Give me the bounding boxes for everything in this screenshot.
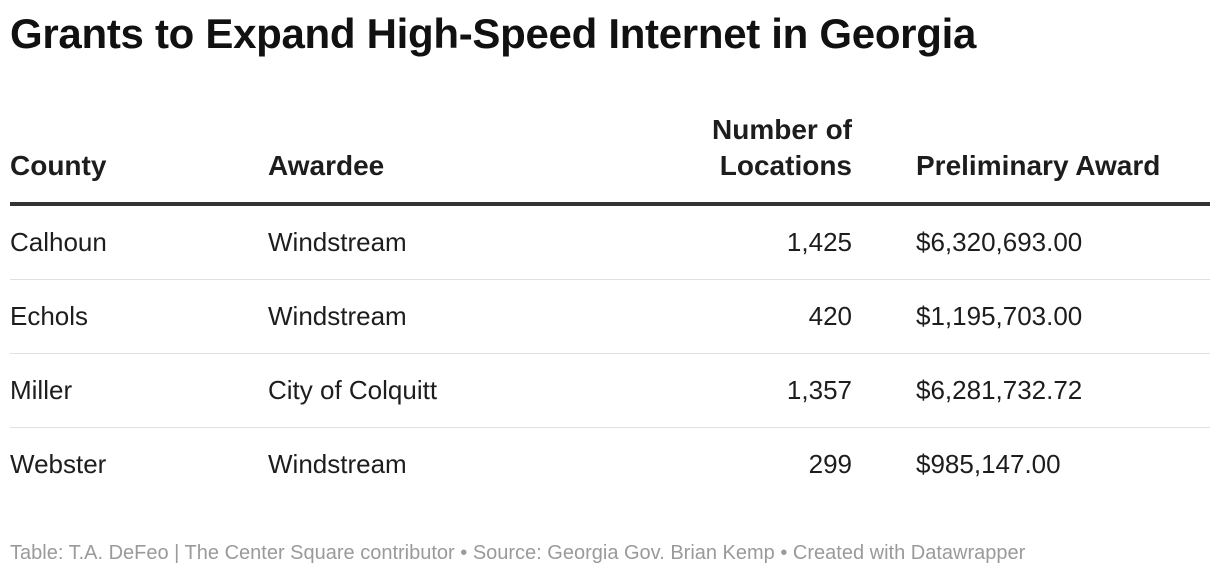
cell-number-of-locations: 299 — [808, 449, 852, 479]
table-row: Echols Windstream 420 $1,195,703.00 — [10, 279, 1210, 354]
cell-county: Echols — [10, 279, 268, 354]
cell-number-of-locations: 1,357 — [624, 353, 852, 428]
cell-county: Miller — [10, 353, 268, 428]
cell-awardee: City of Colquitt — [268, 353, 624, 428]
cell-preliminary-award: $1,195,703.00 — [852, 279, 1210, 354]
cell-preliminary-award: $6,320,693.00 — [852, 204, 1210, 280]
column-header-preliminary-award: Preliminary Award — [852, 112, 1210, 206]
cell-awardee: Windstream — [268, 279, 624, 354]
cell-preliminary-award: $6,281,732.72 — [852, 353, 1210, 428]
column-header-county: County — [10, 112, 268, 206]
grants-table: County Awardee Number of Locations Prelim… — [10, 112, 1210, 501]
column-header-awardee: Awardee — [268, 112, 624, 206]
cell-number-of-locations: 420 — [624, 279, 852, 354]
footer-credits: Table: T.A. DeFeo | The Center Square co… — [10, 542, 1026, 564]
cell-awardee: Windstream — [268, 204, 624, 280]
table-row: Webster Windstream 299 $985,147.00 — [10, 428, 1210, 502]
cell-preliminary-award: $985,147.00 — [916, 449, 1061, 479]
cell-county: Webster — [10, 449, 107, 479]
table-row: Calhoun Windstream 1,425 $6,320,693.00 — [10, 204, 1210, 280]
chart-title: Grants to Expand High-Speed Internet in … — [10, 10, 977, 57]
column-header-number-of-locations: Number of Locations — [624, 112, 852, 206]
table-header-row: County Awardee Number of Locations Prelim… — [10, 112, 1210, 206]
table-row: Miller City of Colquitt 1,357 $6,281,732… — [10, 353, 1210, 428]
cell-county: Calhoun — [10, 204, 268, 280]
cell-awardee: Windstream — [268, 449, 407, 479]
cell-number-of-locations: 1,425 — [624, 204, 852, 280]
